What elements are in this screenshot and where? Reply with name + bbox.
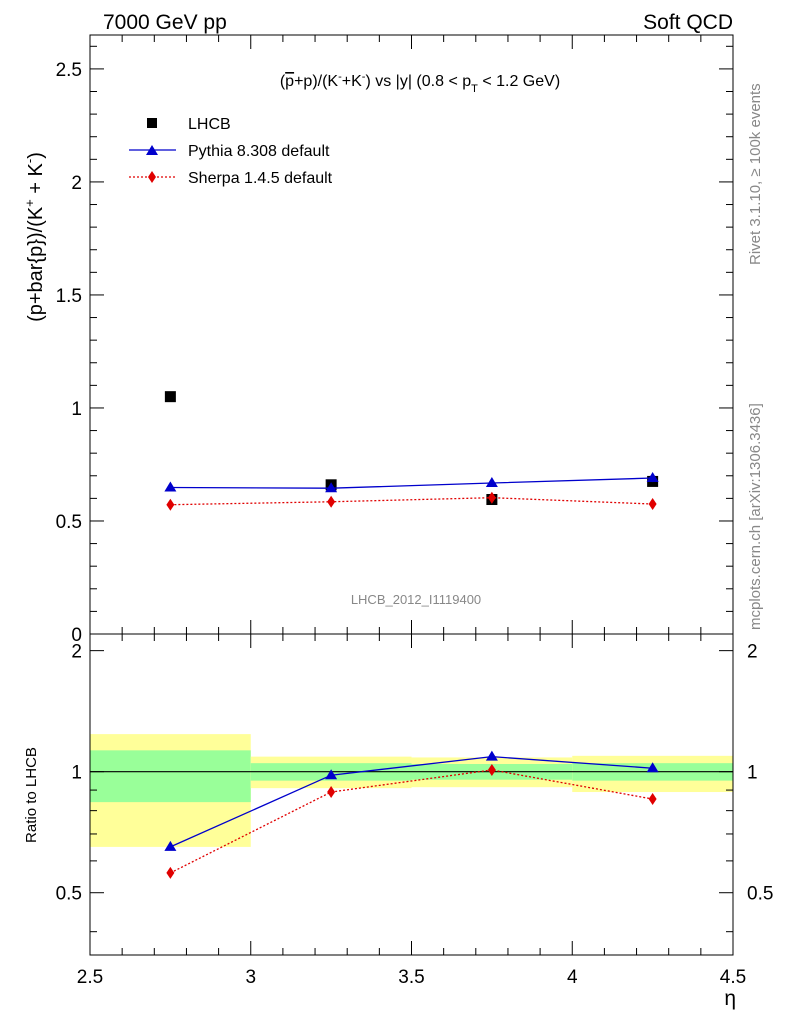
main-frame — [89, 34, 734, 635]
ylabel-end: ) — [25, 152, 47, 159]
ratio-panel-axes: 2.5 3 3.5 4 4.5 0.5 0.5 1 1 2 2 — [56, 633, 773, 988]
mcplots-label: mcplots.cern.ch [arXiv:1306.3436] — [747, 403, 764, 630]
ratio-y-tick-label: 0.5 — [56, 884, 82, 905]
analysis-watermark: LHCB_2012_I1119400 — [351, 592, 481, 607]
main-y-tick-label: 0.5 — [56, 512, 82, 533]
ylabel-mid: + K — [25, 162, 47, 199]
legend-marker-sherpa — [148, 171, 156, 183]
main-panel-axes: 0 0.5 1 1.5 2 2.5 — [56, 34, 734, 646]
ratio-point-triangle — [646, 762, 659, 773]
title-mid3: ) vs |y| (0.8 < p — [365, 73, 471, 90]
ratio-point-triangle — [164, 840, 177, 851]
title-sub: T — [471, 83, 478, 95]
title-sup1: - — [338, 71, 342, 83]
x-tick-label: 4.5 — [720, 967, 746, 988]
main-point-triangle — [325, 482, 338, 493]
xlabel: η — [724, 987, 736, 1010]
main-point-diamond — [487, 491, 496, 504]
ratio-band-inner — [90, 750, 251, 803]
main-point-triangle — [646, 472, 659, 483]
ratio-y-tick-label-right: 0.5 — [747, 884, 773, 905]
title-mid1: +p)/(K — [294, 73, 338, 90]
ratio-point-diamond — [327, 786, 336, 799]
x-tick-label: 2.5 — [77, 967, 103, 988]
x-tick-label: 3.5 — [398, 967, 424, 988]
ylabel-sup1: + — [22, 199, 37, 207]
rivet-label: Rivet 3.1.10, ≥ 100k events — [747, 83, 764, 265]
main-y-tick-label: 2.5 — [56, 60, 82, 81]
main-point-diamond — [648, 498, 657, 511]
legend-label-pythia: Pythia 8.308 default — [188, 143, 330, 160]
ratio-point-diamond — [648, 793, 657, 806]
title-sup2: - — [362, 71, 366, 83]
main-series-line-2 — [170, 497, 653, 506]
title-pbar: p — [285, 73, 294, 90]
ratio-ylabel: Ratio to LHCB — [23, 747, 40, 843]
category-title: Soft QCD — [643, 11, 733, 34]
title-mid2: +K — [342, 73, 362, 90]
main-point-triangle — [164, 481, 177, 492]
x-tick-label: 4 — [567, 967, 578, 988]
main-point-triangle — [485, 477, 498, 488]
ratio-panel-marks — [164, 750, 659, 879]
ratio-series-line-0 — [170, 755, 653, 848]
title-prefix: ( — [280, 73, 286, 90]
ratio-series-line-1 — [170, 769, 653, 874]
legend-marker-lhcb — [147, 118, 157, 128]
main-point-diamond — [166, 498, 175, 511]
legend-marker-pythia — [146, 145, 158, 155]
main-panel-marks — [164, 391, 659, 511]
ratio-y-tick-label-right: 1 — [747, 763, 758, 784]
ratio-point-triangle — [485, 750, 498, 761]
main-ylabel: (p+bar{p})/(K+ + K-) — [22, 152, 47, 322]
main-y-tick-label: 1.5 — [56, 286, 82, 307]
ratio-y-tick-label: 2 — [71, 642, 82, 663]
x-tick-label: 3 — [245, 967, 256, 988]
main-y-tick-label: 0 — [71, 625, 82, 646]
main-series-line-1 — [170, 477, 653, 489]
ratio-y-tick-label-right: 2 — [747, 642, 758, 663]
legend: LHCB Pythia 8.308 default Sherpa 1.4.5 d… — [129, 116, 333, 187]
ylabel-main: (p+bar{p})/(K — [25, 206, 47, 322]
ylabel-sup2: - — [22, 159, 37, 163]
plot-title: (p+p)/(K-+K-) vs |y| (0.8 < pT < 1.2 GeV… — [280, 71, 560, 95]
ratio-point-diamond — [166, 866, 175, 879]
legend-label-sherpa: Sherpa 1.4.5 default — [188, 170, 333, 187]
main-point-square — [164, 391, 176, 403]
ratio-uncertainty-bands — [90, 734, 733, 847]
ratio-point-diamond — [487, 763, 496, 776]
energy-title: 7000 GeV pp — [103, 11, 227, 34]
main-y-tick-label: 2 — [71, 173, 82, 194]
ratio-y-tick-label: 1 — [71, 763, 82, 784]
main-y-tick-label: 1 — [71, 399, 82, 420]
title-end: < 1.2 GeV) — [478, 73, 560, 90]
main-point-diamond — [327, 495, 336, 508]
legend-label-lhcb: LHCB — [188, 116, 231, 133]
ratio-point-triangle — [325, 769, 338, 780]
